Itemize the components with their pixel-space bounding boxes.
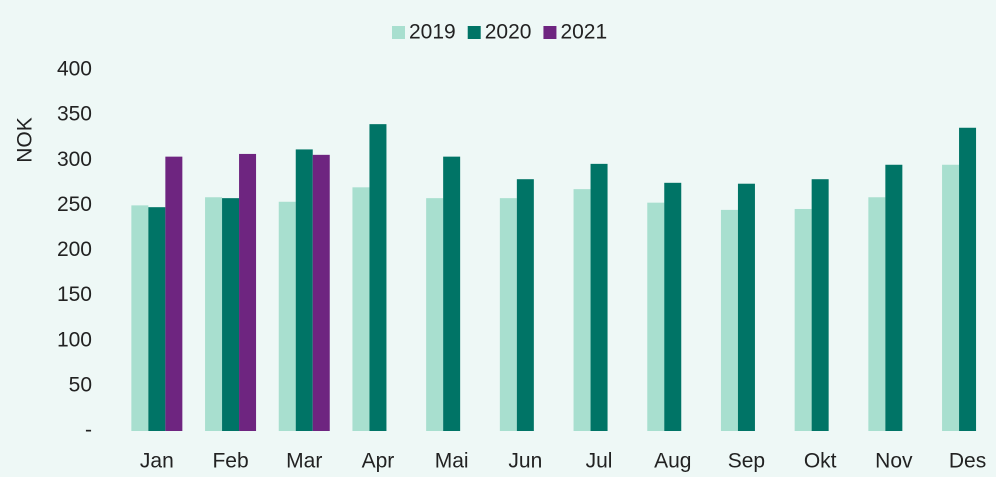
- bar: [647, 202, 665, 431]
- legend-label: 2019: [409, 21, 456, 44]
- legend-swatch: [467, 26, 481, 39]
- bar: [720, 209, 738, 431]
- bar: [312, 154, 330, 431]
- bar: [516, 179, 534, 431]
- bar: [811, 179, 829, 431]
- x-tick-label: Mai: [435, 450, 469, 473]
- x-tick-label: Okt: [804, 450, 837, 473]
- x-tick-label: Jul: [586, 450, 613, 473]
- bar: [959, 127, 977, 431]
- bar: [443, 156, 461, 431]
- y-axis-label: NOK: [14, 117, 37, 163]
- bar: [369, 124, 387, 432]
- x-tick-label: Nov: [875, 450, 913, 473]
- x-tick-label: Apr: [362, 450, 395, 473]
- bar: [942, 164, 960, 431]
- y-tick-label: 400: [57, 58, 92, 81]
- x-tick-label: Feb: [212, 450, 248, 473]
- bar: [737, 183, 755, 431]
- bar: [239, 153, 257, 431]
- bar: [165, 156, 183, 431]
- bar: [664, 182, 682, 431]
- x-tick-label: Jan: [140, 450, 174, 473]
- y-tick-label: -: [85, 419, 92, 442]
- x-tick-label: Mar: [286, 450, 322, 473]
- bar: [131, 205, 149, 431]
- y-tick-label: 150: [57, 283, 92, 306]
- y-tick-label: 200: [57, 238, 92, 261]
- x-tick-label: Sep: [728, 450, 765, 473]
- bar: [148, 207, 166, 431]
- bar: [205, 197, 223, 431]
- x-tick-label: Des: [949, 450, 986, 473]
- y-tick-label: 350: [57, 103, 92, 126]
- bar: [499, 198, 517, 431]
- bar: [590, 163, 608, 432]
- y-tick-label: 100: [57, 328, 92, 351]
- x-tick-label: Aug: [654, 450, 691, 473]
- bar: [885, 164, 903, 431]
- bar: [794, 208, 812, 431]
- bar: [573, 189, 591, 431]
- x-tick-label: Jun: [508, 450, 542, 473]
- legend-label: 2021: [560, 21, 607, 44]
- bar: [278, 201, 296, 431]
- y-tick-label: 50: [69, 373, 92, 396]
- bar: [426, 198, 444, 431]
- y-tick-label: 300: [57, 148, 92, 171]
- legend-swatch: [392, 26, 405, 39]
- bar: [868, 197, 886, 431]
- bar: [222, 198, 240, 431]
- legend-swatch: [543, 26, 557, 39]
- legend-label: 2020: [485, 21, 532, 44]
- bar: [352, 187, 370, 431]
- y-tick-label: 250: [57, 193, 92, 216]
- bar: [295, 149, 313, 432]
